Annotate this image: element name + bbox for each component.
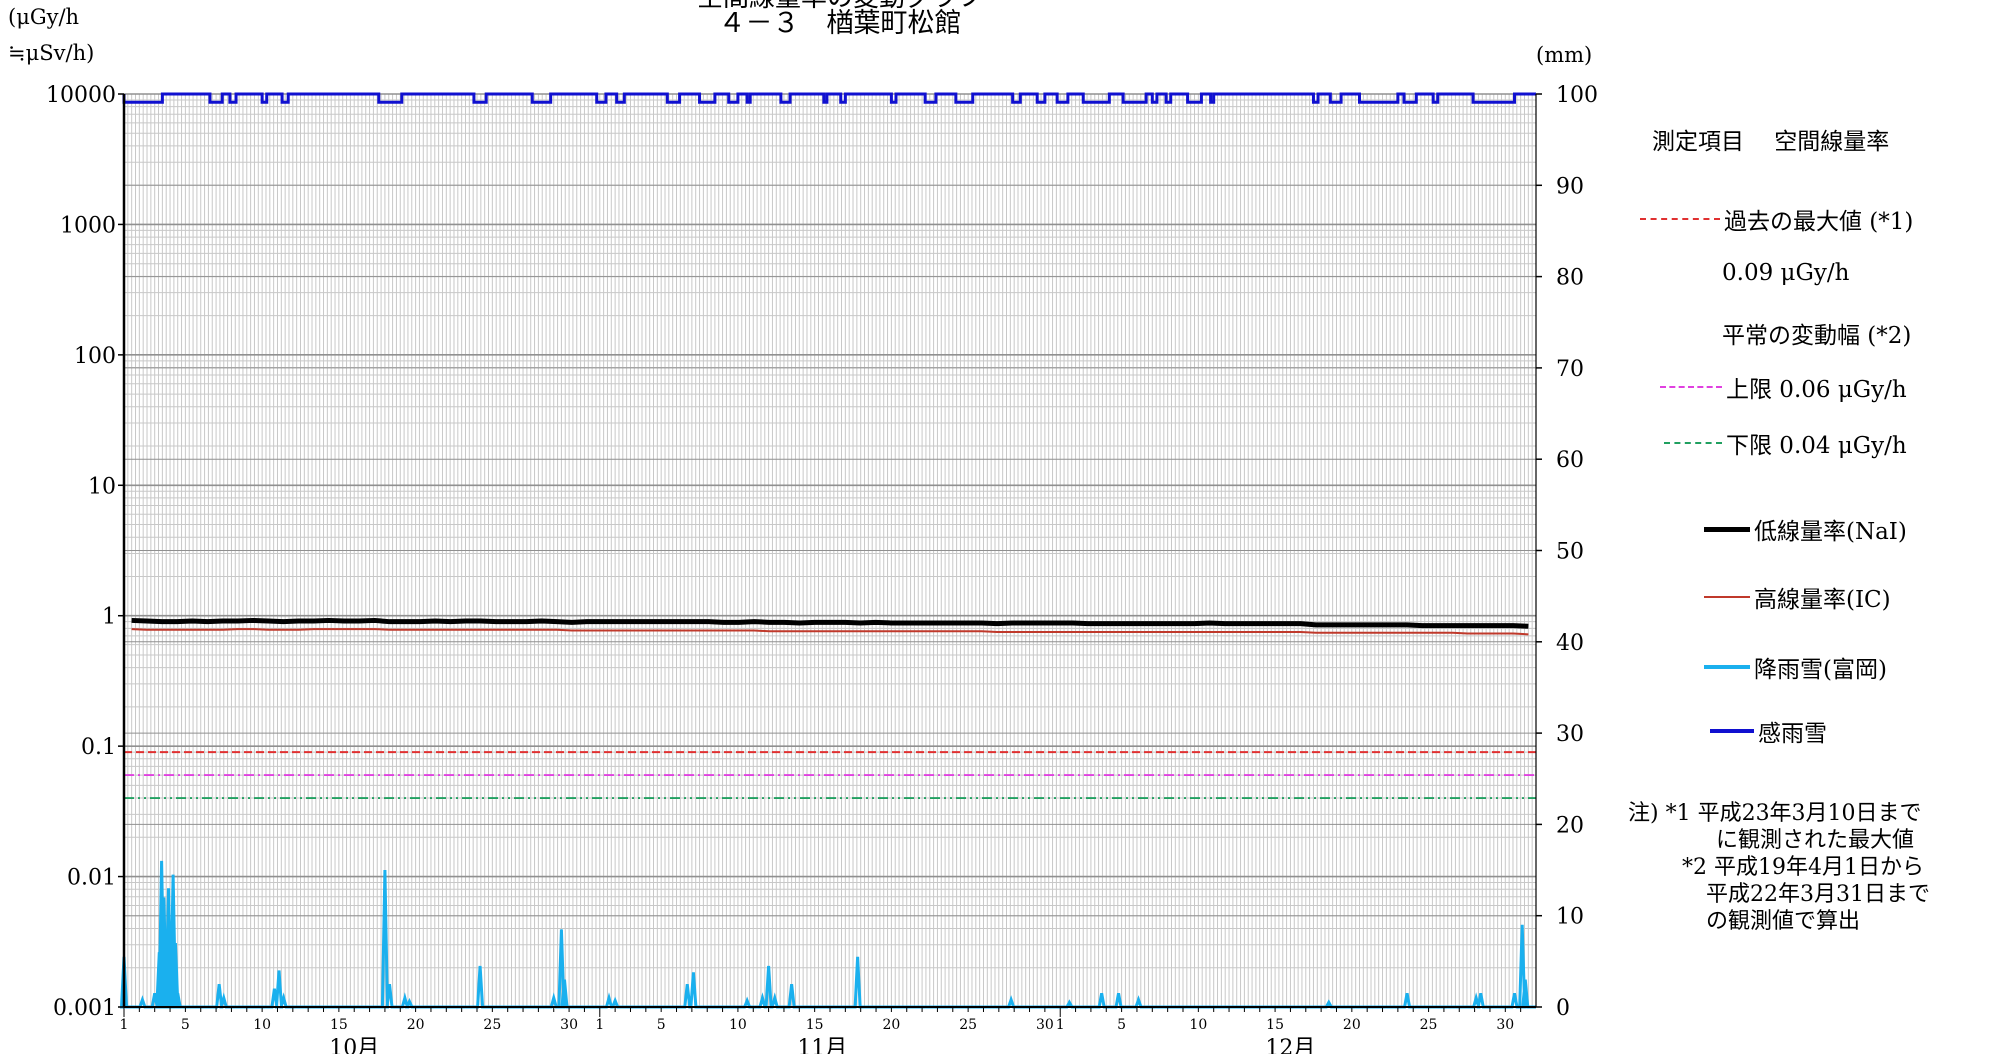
rain-series: [119, 860, 1536, 1009]
legend-heading: 測定項目 空間線量率: [1652, 129, 1890, 155]
right-tick-label: 50: [1556, 540, 1584, 565]
legend-nai-label: 低線量率(NaI): [1754, 519, 1907, 545]
left-tick-label: 0.1: [81, 735, 116, 760]
legend-item-ic: 高線量率(IC): [1704, 580, 1891, 614]
x-tick-label: 20: [1343, 1017, 1361, 1033]
note-line-2: に観測された最大値: [1716, 828, 1915, 853]
legend-range-heading: 平常の変動幅 (*2): [1722, 323, 1912, 349]
x-tick-label: 25: [1420, 1017, 1438, 1033]
chart-title-line1: 空間線量率の変動グラフ: [697, 0, 983, 13]
legend-max-value: 0.09 μGy/h: [1722, 260, 1850, 286]
left-tick-label: 1: [102, 605, 116, 630]
legend-lower-label: 下限 0.04 μGy/h: [1726, 433, 1907, 459]
x-tick-label: 15: [330, 1017, 348, 1033]
x-tick-label: 15: [1266, 1017, 1284, 1033]
ic-line-swatch: [1704, 596, 1750, 598]
month-label: 11月: [797, 1036, 847, 1054]
x-tick-label: 10: [1189, 1017, 1207, 1033]
rain-sense-swatch: [1710, 729, 1754, 733]
left-tick-label: 10: [88, 474, 116, 499]
x-tick-label: 10: [729, 1017, 747, 1033]
legend-rain-sense-label: 感雨雪: [1758, 721, 1827, 747]
right-tick-label: 0: [1556, 996, 1570, 1021]
ic-series-line: [131, 628, 1529, 636]
right-tick-label: 70: [1556, 357, 1584, 382]
x-tick-label: 20: [407, 1017, 425, 1033]
legend-item-nai: 低線量率(NaI): [1704, 512, 1907, 546]
x-tick-label: 25: [483, 1017, 501, 1033]
x-tick-label: 5: [1117, 1017, 1126, 1033]
max-line-swatch: [1640, 218, 1720, 220]
right-tick-label: 90: [1556, 174, 1584, 199]
note-line-1: 注) *1 平成23年3月10日まで: [1628, 801, 1922, 826]
right-tick-label: 80: [1556, 266, 1584, 291]
right-tick-label: 10: [1556, 905, 1584, 930]
rain-sense-series: [122, 92, 1536, 104]
legend-item-rain: 降雨雪(富岡): [1704, 650, 1887, 684]
rain-sense-line: [122, 92, 1536, 104]
left-tick-label: 100: [74, 344, 116, 369]
left-tick-label: 0.01: [67, 866, 116, 891]
note-line-4: 平成22年3月31日まで: [1706, 882, 1930, 907]
axis-ticks: 0.001 0.01 0.1 1 10 100 1000 10000 0 10 20 30 40 50 60…: [46, 83, 1598, 1054]
note-line-3: *2 平成19年4月1日から: [1682, 855, 1924, 880]
right-tick-label: 40: [1556, 631, 1584, 656]
nai-series-line: [131, 617, 1529, 629]
legend-rain-label: 降雨雪(富岡): [1754, 657, 1887, 683]
x-tick-label: 25: [959, 1017, 977, 1033]
legend-upper-label: 上限 0.06 μGy/h: [1726, 377, 1907, 403]
left-axis-unit-line2: ≒μSv/h): [8, 41, 94, 65]
legend-ic-label: 高線量率(IC): [1754, 587, 1891, 613]
nai-line-swatch: [1704, 526, 1750, 532]
left-tick-label: 0.001: [53, 996, 116, 1021]
legend-item-upper: 上限 0.06 μGy/h: [1660, 370, 1907, 404]
right-axis-unit: (mm): [1536, 43, 1592, 67]
right-tick-label: 60: [1556, 448, 1584, 473]
x-tick-label: 1: [595, 1017, 604, 1033]
month-label: 10月: [329, 1036, 379, 1054]
x-tick-label: 15: [806, 1017, 824, 1033]
legend-item-max: 過去の最大値 (*1): [1640, 202, 1913, 236]
x-tick-label: 5: [657, 1017, 666, 1033]
legend-item-rain-sense: 感雨雪: [1710, 714, 1827, 748]
x-tick-label: 30: [1036, 1017, 1054, 1033]
right-tick-label: 100: [1556, 83, 1598, 108]
x-tick-label: 5: [181, 1017, 190, 1033]
upper-line-swatch: [1660, 386, 1722, 388]
left-tick-label: 10000: [46, 83, 116, 108]
x-tick-label: 30: [1496, 1017, 1514, 1033]
legend-item-lower: 下限 0.04 μGy/h: [1664, 426, 1907, 460]
x-tick-label: 1: [120, 1017, 129, 1033]
x-tick-label: 10: [253, 1017, 271, 1033]
right-tick-label: 30: [1556, 722, 1584, 747]
x-tick-label: 30: [560, 1017, 578, 1033]
rain-swatch: [1704, 665, 1750, 669]
x-tick-label: 20: [882, 1017, 900, 1033]
chart-title-line2: ４－３ 楢葉町松館: [719, 8, 962, 39]
left-axis-unit-line1: (μGy/h: [8, 5, 79, 29]
notes: 注) *1 平成23年3月10日まで に観測された最大値 *2 平成19年4月1…: [1628, 800, 1930, 935]
reference-lines: [124, 751, 1536, 799]
dose-rate-series: [131, 617, 1529, 636]
x-tick-label: 1: [1056, 1017, 1065, 1033]
lower-line-swatch: [1664, 442, 1722, 444]
legend-max-label: 過去の最大値 (*1): [1724, 209, 1914, 235]
right-tick-label: 20: [1556, 813, 1584, 838]
month-label: 12月: [1265, 1036, 1315, 1054]
note-line-5: の観測値で算出: [1706, 909, 1861, 934]
left-tick-label: 1000: [60, 213, 116, 238]
